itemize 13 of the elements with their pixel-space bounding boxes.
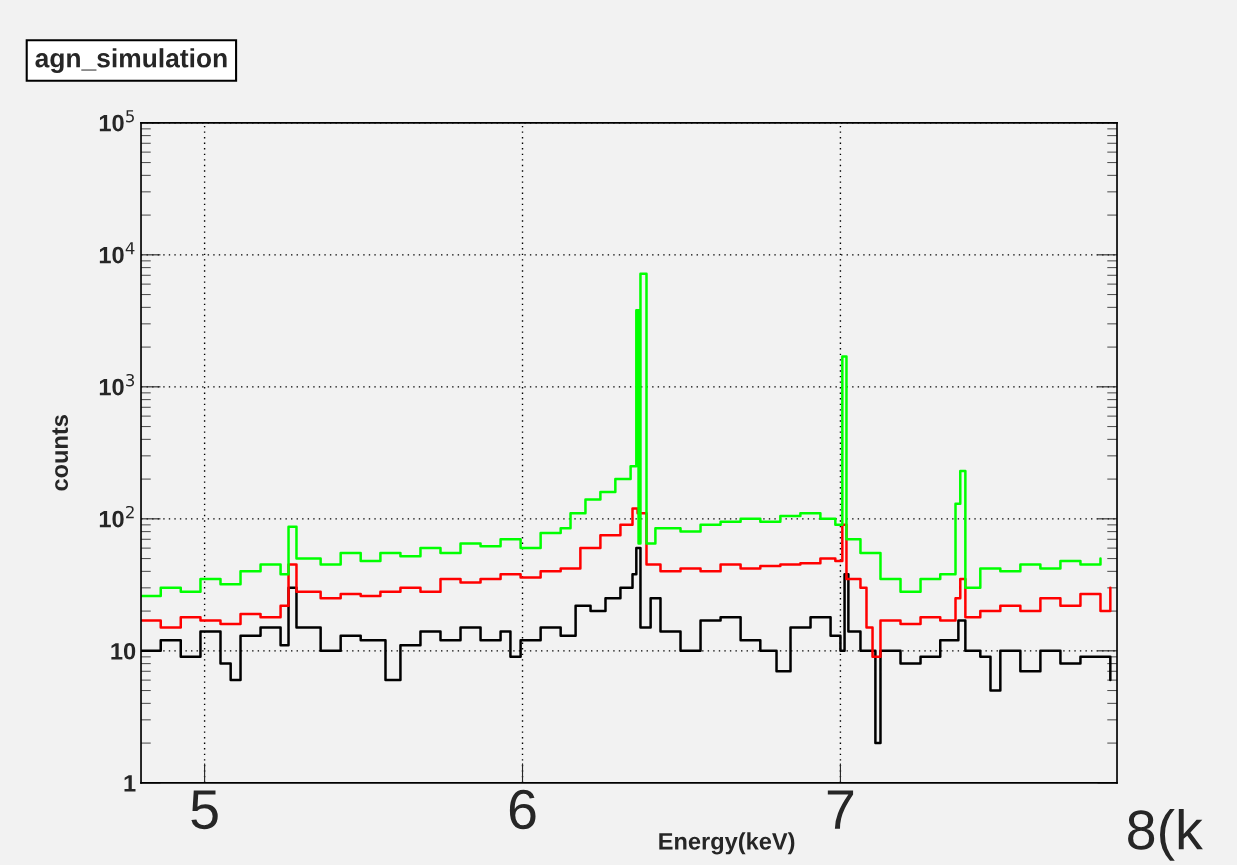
y-tick-label: 10$^{4}$ xyxy=(99,242,135,264)
y-tick-label: 10$^{3}$ xyxy=(99,373,135,396)
y-tick-label: 10$^{5}$ xyxy=(99,110,134,132)
y-tick-label: 1 xyxy=(124,775,136,792)
x-tick-label: 5 xyxy=(191,790,218,830)
chart-title: agn_simulation xyxy=(35,48,227,73)
text: 8(k xyxy=(1128,808,1203,861)
x-tick-label: 6 xyxy=(509,789,536,830)
y-tick-label: 10$^{2}$ xyxy=(99,505,134,528)
x-axis-title: Energy(keV) xyxy=(659,832,795,855)
x-tick-label: 7 xyxy=(827,790,854,829)
y-axis-title: counts xyxy=(52,415,69,491)
y-tick-label: 10 xyxy=(111,642,136,660)
